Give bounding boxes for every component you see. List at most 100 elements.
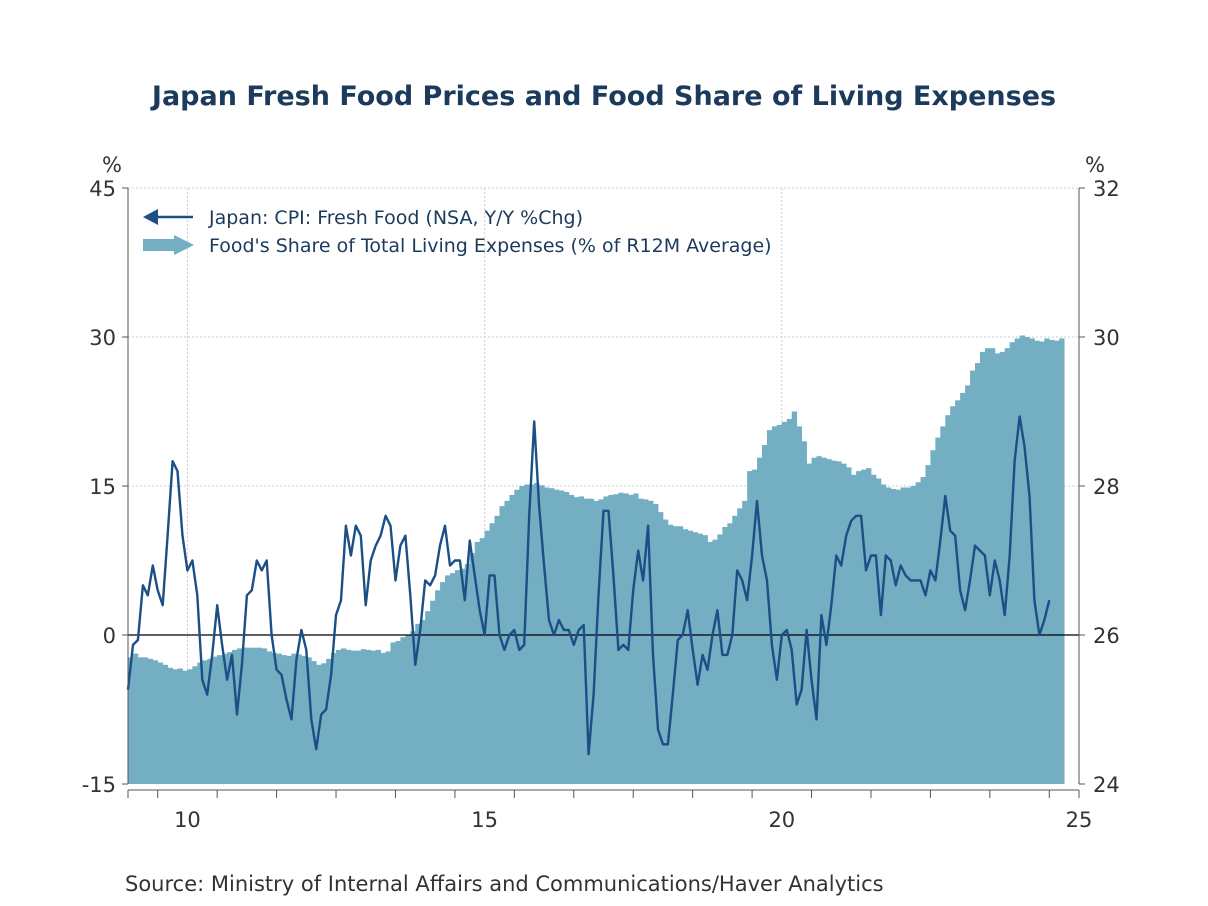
fresh-food-cpi-line [126, 415, 1051, 756]
chart-title: Japan Fresh Food Prices and Food Share o… [150, 81, 1056, 112]
food-share-bar [776, 424, 783, 784]
food-share-bar [667, 524, 674, 784]
food-share-bar [742, 500, 748, 784]
left-axis-tick-label: 15 [89, 475, 116, 499]
right-axis-tick-label: 30 [1093, 326, 1120, 350]
food-share-bar [152, 660, 159, 784]
food-share-bar [227, 652, 233, 784]
food-share-bar [301, 655, 307, 784]
food-share-bar [984, 348, 991, 784]
food-share-bar [816, 456, 822, 784]
food-share-bar [177, 668, 183, 784]
food-share-bar [786, 418, 793, 784]
food-share-bar [256, 647, 263, 784]
food-share-bar [747, 471, 753, 784]
food-share-bar [157, 662, 164, 784]
food-share-bar [717, 534, 723, 784]
food-share-bar [147, 658, 154, 784]
food-share-bar [1039, 341, 1045, 784]
food-share-bar [974, 363, 981, 784]
food-share-bar [1049, 339, 1055, 784]
food-share-bar [132, 653, 139, 784]
food-share-bar [553, 489, 560, 784]
food-share-bar [970, 370, 976, 784]
food-share-bar [866, 468, 872, 784]
food-share-bar [1014, 338, 1020, 784]
food-share-bar [657, 512, 664, 784]
food-share-bar [479, 538, 486, 784]
right-axis-tick-label: 24 [1093, 773, 1120, 797]
food-share-bar [811, 457, 817, 784]
food-share-bar [192, 666, 198, 784]
food-share-bar [801, 441, 807, 784]
food-share-bar [633, 493, 639, 784]
food-share-bar [643, 499, 649, 784]
right-axis-tick-label: 32 [1093, 177, 1120, 201]
food-share-bar [682, 529, 689, 784]
food-share-bar [311, 661, 317, 784]
source-note: Source: Ministry of Internal Affairs and… [125, 872, 884, 896]
left-axis-unit: % [102, 153, 122, 177]
food-share-bar [182, 670, 188, 784]
food-share-bar [623, 493, 629, 784]
food-share-bar [578, 496, 585, 784]
food-share-bar [236, 648, 243, 784]
food-share-bar [137, 657, 144, 784]
food-share-bar [965, 385, 971, 784]
food-share-bar [207, 658, 213, 784]
food-share-bar [841, 463, 847, 784]
legend-arrow-left-icon [143, 209, 158, 225]
food-share-bar [791, 411, 798, 784]
food-share-bar [281, 655, 287, 784]
food-share-bar [905, 487, 911, 784]
food-share-bar [757, 457, 763, 784]
food-share-bar [544, 487, 550, 784]
food-share-bar [836, 461, 842, 784]
food-share-bars [128, 335, 1065, 784]
food-share-bar [128, 657, 134, 784]
food-share-bar [563, 491, 570, 784]
right-axis-tick-label: 28 [1093, 475, 1120, 499]
food-share-bar [915, 482, 921, 784]
food-share-bar [420, 620, 426, 784]
food-share-bar [1019, 335, 1025, 784]
food-share-bar [628, 494, 634, 784]
food-share-bar [484, 530, 490, 784]
x-axis-tick-label: 15 [471, 808, 498, 832]
food-share-bar [405, 635, 411, 784]
food-share-bar [1034, 340, 1040, 784]
food-share-bar [940, 426, 946, 784]
food-share-bar [549, 488, 555, 784]
food-share-bar [172, 669, 178, 784]
food-share-bar [415, 623, 421, 784]
food-share-bar [920, 477, 926, 784]
food-share-bar [331, 652, 337, 784]
food-share-bar [286, 655, 292, 784]
legend-bar-swatch [143, 239, 176, 251]
food-share-bar [732, 515, 738, 784]
food-share-bar [737, 508, 743, 784]
fresh-food-cpi-polyline [126, 415, 1051, 756]
food-share-bar [454, 570, 461, 784]
axes: -15 0 15 30 45 24 26 28 30 32 10 15 20 25 [82, 177, 1120, 832]
food-share-bar [950, 406, 956, 784]
food-share-bar [326, 658, 332, 784]
food-share-bar [875, 478, 882, 784]
food-share-bar [251, 647, 258, 784]
food-share-bar [410, 631, 416, 784]
food-share-bar [395, 640, 401, 784]
food-share-bar [890, 488, 897, 784]
food-share-bar [895, 489, 902, 784]
food-share-bar [558, 490, 565, 784]
food-share-bar [241, 647, 248, 784]
food-share-bar [999, 351, 1006, 784]
food-share-bar [296, 654, 302, 784]
food-share-bar [340, 648, 347, 784]
food-share-bar [276, 653, 282, 784]
left-axis-tick-label: 30 [89, 326, 116, 350]
food-share-bar [653, 503, 659, 784]
food-share-bar [761, 445, 768, 784]
food-share-bar [336, 649, 342, 784]
food-share-bar [474, 541, 481, 784]
